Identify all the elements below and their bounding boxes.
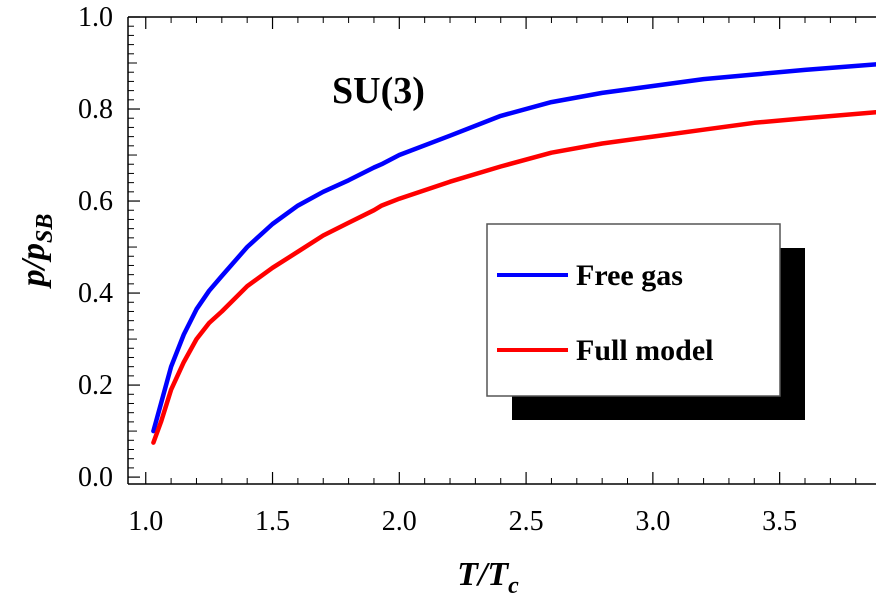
x-tick-label: 1.5 [255, 506, 290, 537]
y-tick-label: 0.2 [78, 370, 113, 401]
y-tick-label: 1.0 [78, 2, 113, 33]
y-tick-label: 0.4 [78, 278, 113, 309]
x-tick-label: 2.0 [382, 506, 417, 537]
x-tick-label: 2.5 [509, 506, 544, 537]
x-axis-label: T/Tc [457, 556, 519, 599]
x-tick-label: 3.5 [762, 506, 797, 537]
legend-label-free-gas: Free gas [576, 259, 683, 292]
legend-box [486, 223, 781, 397]
series-line-full-model [151, 109, 876, 445]
legend-label-full-model: Full model [576, 334, 714, 367]
y-tick-label: 0.6 [78, 186, 113, 217]
legend: Free gas Full model [486, 223, 805, 420]
y-tick-label: 0.0 [78, 462, 113, 493]
annotation-label: SU(3) [332, 70, 425, 112]
x-tick-label: 3.0 [635, 506, 670, 537]
y-tick-label: 0.8 [78, 94, 113, 125]
series-line-free-gas [151, 62, 876, 434]
y-axis-label: p/pSB [15, 214, 58, 290]
x-tick-label: 1.0 [128, 506, 163, 537]
